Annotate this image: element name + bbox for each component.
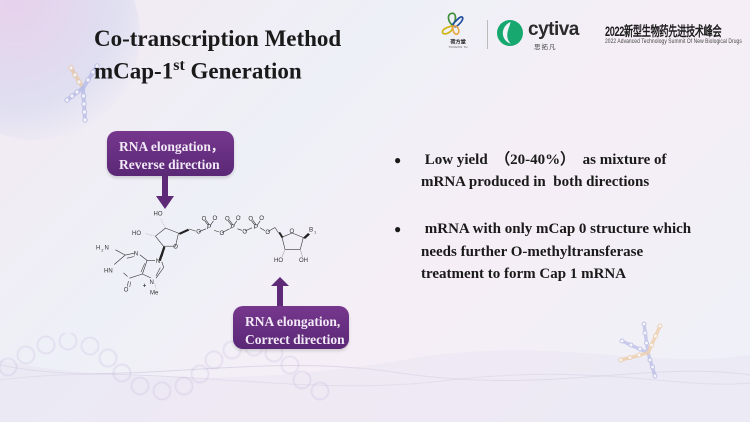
svg-text:O: O [265,230,270,236]
svg-text:OH: OH [299,258,308,264]
svg-text:N: N [156,259,160,265]
svg-text:N: N [150,280,154,286]
svg-text:O: O [173,244,178,250]
svg-text:B: B [309,227,313,234]
svg-text:HN: HN [104,269,113,275]
svg-text:O: O [124,288,129,294]
svg-text:N: N [134,252,138,258]
svg-text:O: O [220,231,225,237]
svg-text:HO: HO [154,212,163,218]
svg-text:+: + [143,284,147,290]
svg-text:H: H [96,246,100,252]
svg-text:O: O [290,229,295,235]
svg-text:1: 1 [314,229,317,234]
svg-text:N: N [105,246,109,252]
svg-text:TONGXIN TH: TONGXIN TH [448,45,467,49]
svg-text:HO: HO [132,231,141,237]
svg-text:O: O [196,230,201,236]
svg-text:HO: HO [274,258,283,264]
svg-text:O: O [242,230,247,236]
svg-text:Me: Me [150,291,159,297]
